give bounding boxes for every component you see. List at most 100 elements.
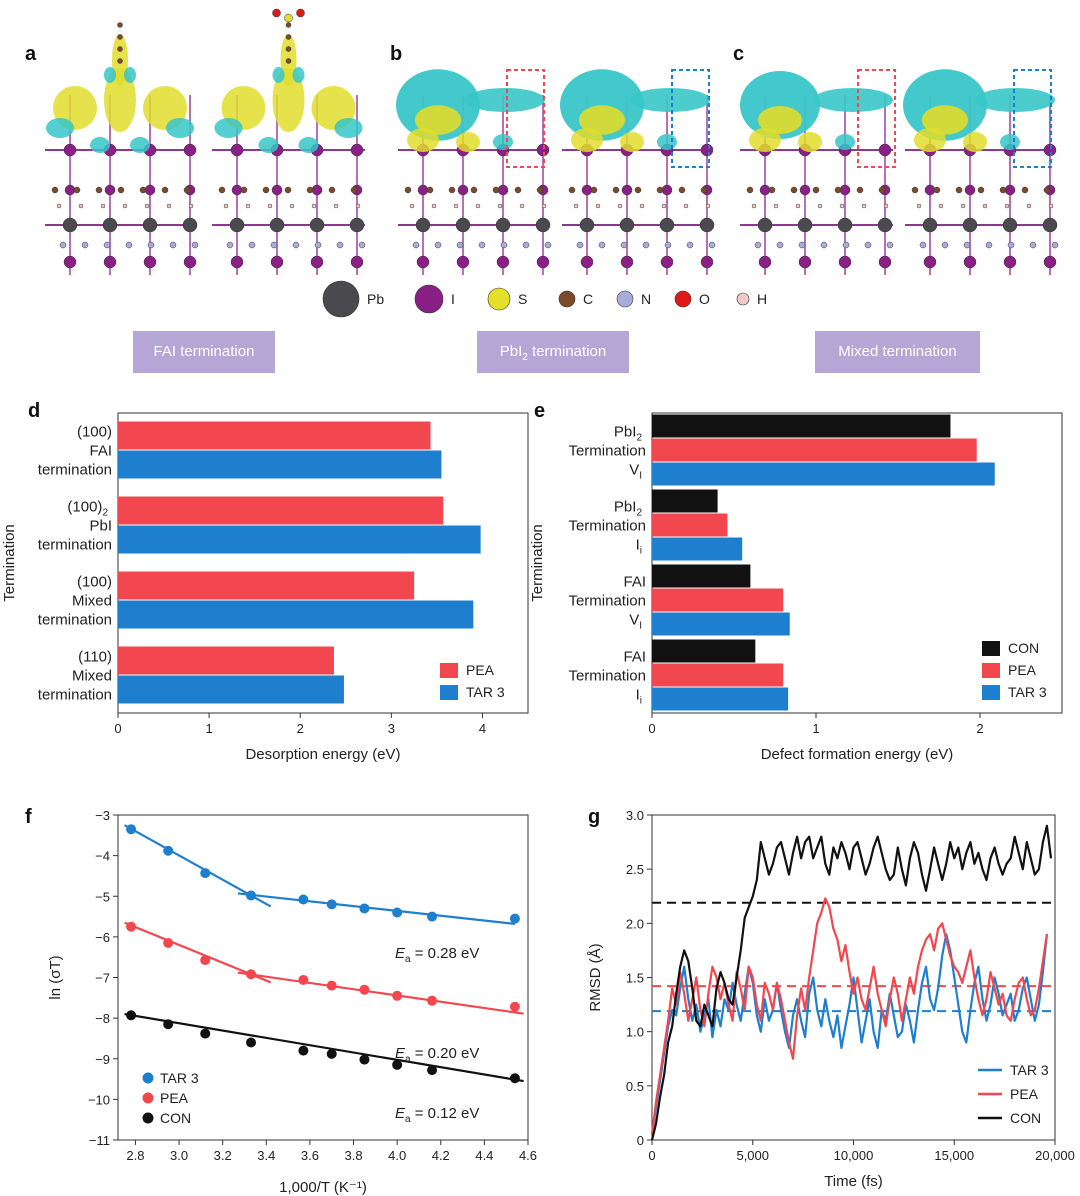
atom	[262, 186, 270, 194]
atom	[1043, 255, 1057, 269]
atom-legend-swatch-i	[414, 284, 444, 314]
y-tick-label: 1.5	[626, 971, 644, 986]
y-tick-label: 0	[637, 1133, 644, 1148]
atom	[125, 241, 133, 249]
x-tick-label: 4.0	[388, 1148, 406, 1163]
point-pea-2	[200, 955, 211, 966]
atom	[878, 186, 886, 194]
isosurface-blob	[130, 137, 150, 153]
atom	[229, 217, 245, 233]
isosurface-blob	[921, 105, 969, 135]
isosurface-blob	[493, 134, 513, 150]
bar-tar3-3	[118, 675, 344, 704]
atom	[311, 203, 317, 209]
atom	[619, 217, 635, 233]
point-con-7	[392, 1059, 403, 1070]
atom	[839, 203, 845, 209]
point-tar3-2	[200, 868, 211, 879]
atom	[612, 186, 620, 194]
atom	[642, 241, 650, 249]
y-tick-label: −8	[95, 1011, 110, 1026]
atom	[426, 186, 434, 194]
atom	[453, 203, 459, 209]
isosurface-blob	[758, 106, 802, 134]
bar-con-3	[652, 639, 756, 663]
y-tick-label: −3	[95, 808, 110, 823]
point-pea-7	[392, 990, 403, 1001]
atom	[409, 203, 415, 209]
atom	[799, 184, 811, 196]
x-tick-label: 3.2	[214, 1148, 232, 1163]
atom	[117, 46, 123, 52]
x-tick-label: 3.4	[257, 1148, 275, 1163]
x-tick-label: 3.6	[301, 1148, 319, 1163]
category-label: (100)	[77, 424, 112, 441]
isosurface-blob	[334, 118, 363, 138]
atom	[758, 255, 772, 269]
atom	[456, 241, 464, 249]
legend-label-pea: PEA	[1010, 1086, 1039, 1102]
atom	[664, 241, 672, 249]
atom	[985, 241, 993, 249]
bar-tar3-1	[118, 525, 481, 554]
atom	[350, 143, 364, 157]
atom	[544, 241, 552, 249]
atom	[188, 203, 194, 209]
atom	[798, 255, 812, 269]
isosurface-blob	[407, 128, 439, 152]
atom	[56, 203, 62, 209]
bar-tar3-2	[118, 600, 474, 629]
category-label: Mixed	[72, 593, 112, 610]
atom	[497, 203, 503, 209]
y-tick-label: −6	[95, 930, 110, 945]
isosurface-blob	[914, 128, 946, 152]
atom	[497, 184, 509, 196]
atom	[620, 241, 628, 249]
atom	[919, 241, 927, 249]
atom	[51, 186, 59, 194]
atom	[285, 34, 292, 40]
x-tick-label: 3.8	[344, 1148, 362, 1163]
atom	[285, 46, 292, 52]
category-label: termination	[38, 687, 112, 704]
isosurface-blob	[749, 128, 781, 152]
atom	[495, 217, 511, 233]
panel-label-c: c	[733, 43, 744, 65]
atom	[478, 241, 486, 249]
atom	[795, 203, 801, 209]
atom	[183, 186, 191, 194]
atom	[226, 241, 234, 249]
y-tick-label: −9	[95, 1052, 110, 1067]
isosurface-blob	[963, 132, 987, 152]
point-tar3-9	[509, 913, 520, 924]
atom	[183, 143, 197, 157]
atom	[457, 184, 469, 196]
atom	[64, 184, 76, 196]
x-axis-label: Defect formation energy (eV)	[761, 746, 954, 763]
x-tick-label: 2	[297, 721, 304, 736]
category-label: (100)	[77, 574, 112, 591]
atom	[63, 255, 77, 269]
atom	[267, 203, 273, 209]
structure-panels: a b c	[25, 8, 1059, 275]
atom	[434, 241, 442, 249]
atom	[877, 217, 893, 233]
fit-line-pea-0	[124, 921, 272, 984]
series-line-tar3	[650, 933, 1048, 1135]
isosurface-blob	[292, 67, 305, 83]
x-axis-label: 1,000/T (K⁻¹)	[279, 1179, 367, 1196]
atom	[620, 255, 634, 269]
isosurface-blob	[90, 137, 110, 153]
atom	[431, 203, 437, 209]
atom	[678, 186, 686, 194]
isosurface-blob	[414, 105, 462, 135]
atom	[595, 203, 601, 209]
isosurface-blob	[104, 67, 116, 83]
isosurface-blob	[813, 88, 893, 112]
atom	[924, 184, 936, 196]
atom	[117, 186, 125, 194]
category-label: Termination	[568, 668, 646, 685]
atom	[922, 217, 938, 233]
chart-g: g 0 5,000 10,000 15,000 20,000 0 0.5 1.0 1.5 2.0 2…	[587, 806, 1075, 1190]
isosurface-blob	[630, 88, 710, 112]
